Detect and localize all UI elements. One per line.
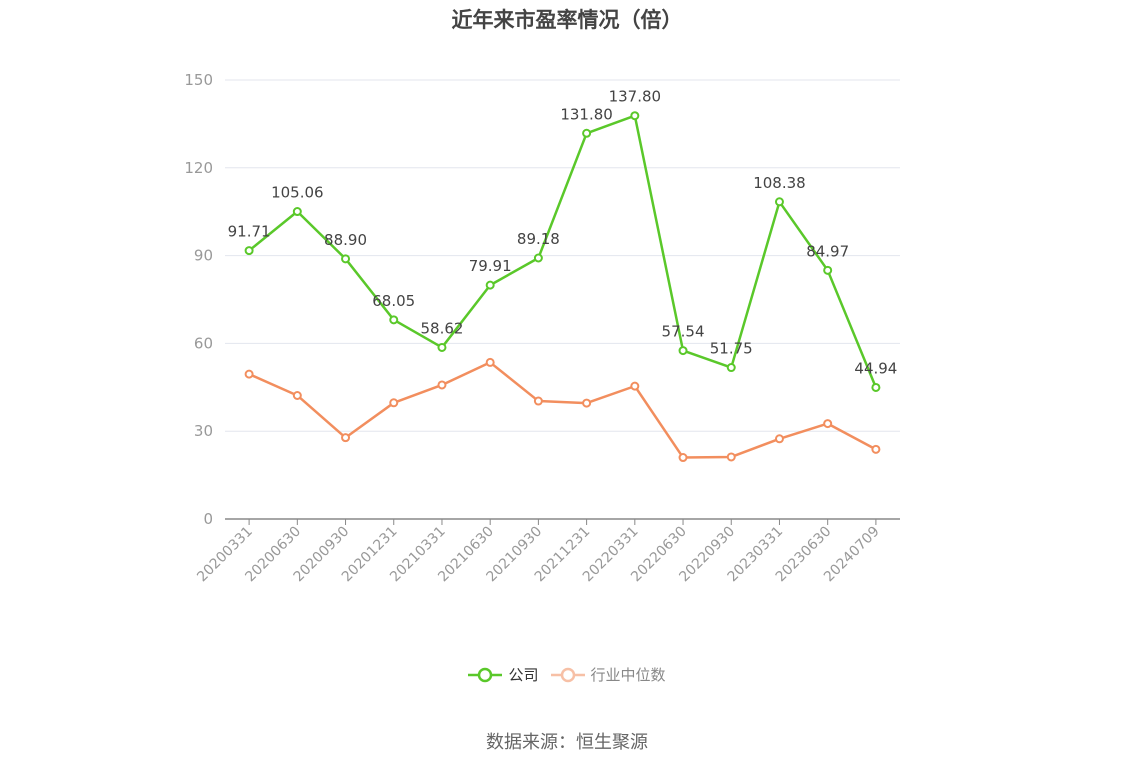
grid-layer (225, 79, 900, 432)
data-point-company (292, 207, 302, 217)
data-point-company (244, 246, 254, 256)
data-point-company (678, 346, 688, 356)
data-point-industry-median (292, 390, 302, 400)
axis-layer: 0306090120150202003312020063020200930202… (184, 71, 900, 585)
data-point-industry-median (774, 434, 784, 444)
data-label-company: 88.90 (324, 231, 367, 249)
data-label-company: 79.91 (469, 257, 512, 275)
chart-title: 近年来市盈率情况（倍） (451, 8, 683, 32)
data-source: 数据来源：恒生聚源 (486, 732, 648, 753)
data-point-company (341, 254, 351, 264)
data-point-industry-median (341, 433, 351, 443)
data-point-company (389, 315, 399, 325)
y-tick-label: 120 (184, 159, 213, 177)
data-point-industry-median (244, 369, 254, 379)
y-tick-label: 30 (194, 422, 213, 440)
data-label-company: 58.62 (420, 319, 463, 337)
data-label-company: 84.97 (806, 242, 849, 260)
legend-label-industry-median: 行业中位数 (590, 666, 666, 684)
data-label-company: 105.06 (271, 184, 324, 202)
data-point-industry-median (437, 380, 447, 390)
series-layer (244, 111, 881, 463)
data-point-industry-median (389, 398, 399, 408)
y-tick-label: 60 (194, 334, 213, 352)
data-point-company (485, 280, 495, 290)
data-point-industry-median (485, 357, 495, 367)
y-tick-label: 150 (184, 71, 213, 89)
data-label-company: 51.75 (710, 340, 753, 358)
data-point-industry-median (678, 453, 688, 463)
data-point-company (437, 342, 447, 352)
legend: 公司 行业中位数 (0, 664, 1134, 685)
data-point-company (871, 382, 881, 392)
data-label-company: 108.38 (753, 174, 806, 192)
data-point-company (726, 363, 736, 373)
data-point-company (582, 128, 592, 138)
data-point-company (533, 253, 543, 263)
series-line-industry-median (248, 361, 877, 459)
legend-item-industry-median[interactable]: 行业中位数 (550, 664, 666, 685)
y-tick-label: 90 (194, 247, 213, 265)
legend-swatch-company (468, 667, 503, 682)
data-point-industry-median (533, 396, 543, 406)
data-point-industry-median (726, 452, 736, 462)
data-point-industry-median (582, 398, 592, 408)
data-label-company: 89.18 (517, 230, 560, 248)
data-point-company (630, 111, 640, 121)
legend-swatch-industry-median (550, 667, 585, 682)
data-point-company (774, 197, 784, 207)
data-label-company: 68.05 (372, 292, 415, 310)
legend-label-company: 公司 (508, 666, 539, 684)
data-label-company: 44.94 (854, 359, 897, 377)
data-point-industry-median (630, 381, 640, 391)
y-tick-label: 0 (203, 510, 213, 528)
legend-item-company[interactable]: 公司 (468, 664, 539, 685)
data-label-company: 131.80 (560, 105, 613, 123)
data-label-company: 57.54 (662, 323, 705, 341)
series-line-company (248, 114, 878, 388)
data-label-company: 137.80 (609, 88, 662, 106)
data-point-industry-median (871, 444, 881, 454)
label-layer: 91.71 105.06 88.90 68.05 58.62 79.91 89.18 131.… (228, 88, 898, 378)
data-point-industry-median (823, 419, 833, 429)
data-label-company: 91.71 (228, 223, 271, 241)
data-point-company (823, 265, 833, 275)
